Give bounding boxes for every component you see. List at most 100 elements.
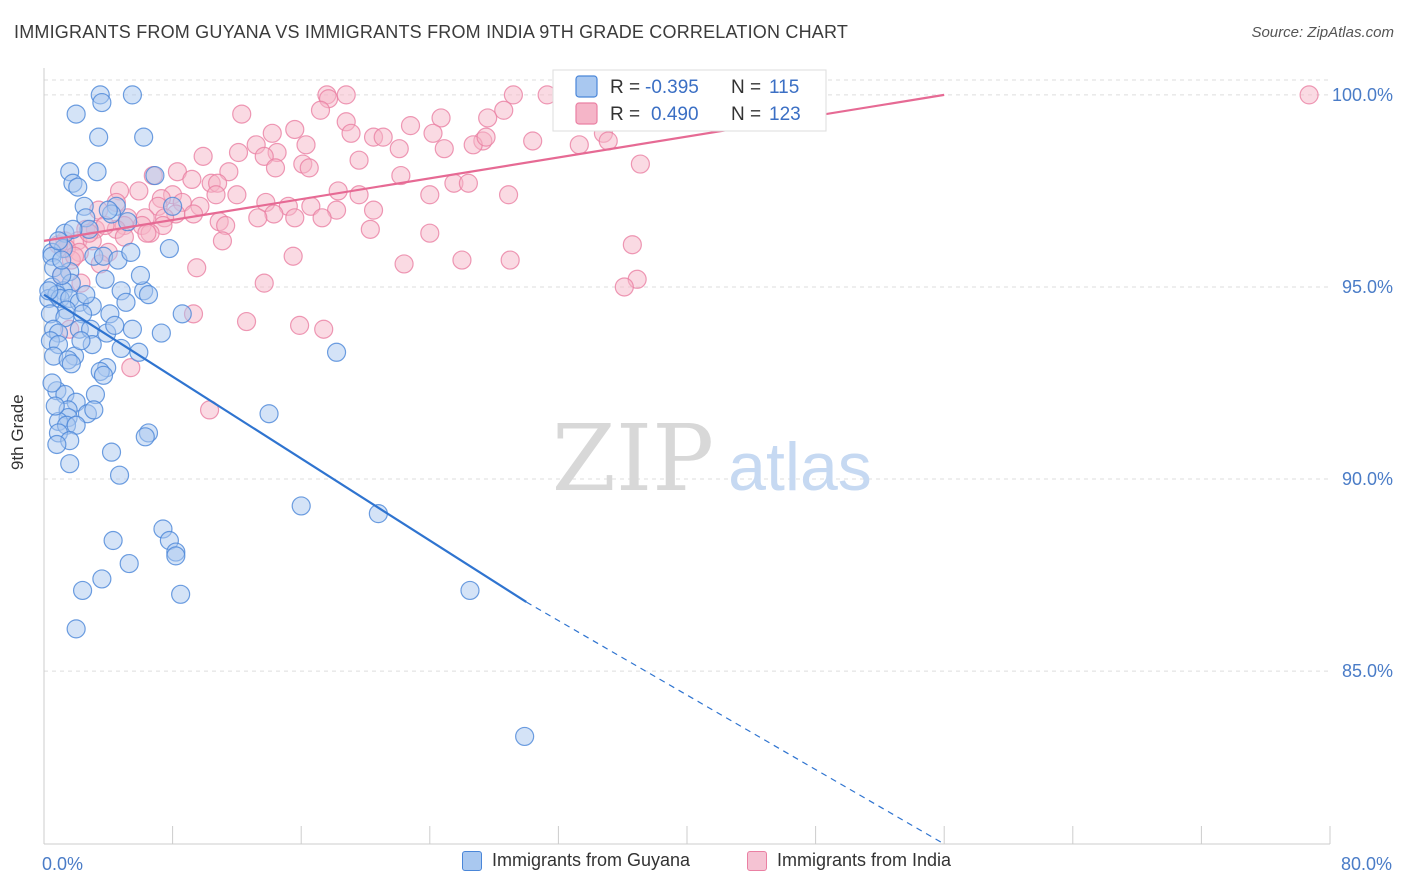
point-india-14 <box>400 116 421 136</box>
point-guyana-83 <box>47 434 67 455</box>
data-points <box>39 85 1319 747</box>
point-guyana-84 <box>101 442 122 462</box>
point-guyana-74 <box>84 400 104 420</box>
point-india-15 <box>285 119 305 140</box>
point-guyana-19 <box>159 238 179 259</box>
axes <box>43 68 1331 845</box>
legend-box <box>552 69 827 132</box>
point-guyana-86 <box>109 465 130 485</box>
point-india-74 <box>285 208 305 228</box>
point-india-106 <box>254 273 274 293</box>
point-india-38 <box>630 154 650 174</box>
point-india-98 <box>283 246 303 266</box>
point-india-16 <box>341 123 361 143</box>
point-india-108 <box>614 277 634 297</box>
point-india-29 <box>434 139 454 159</box>
point-guyana-114 <box>105 315 125 335</box>
point-guyana-28 <box>95 269 115 289</box>
point-guyana-106 <box>98 200 118 220</box>
point-india-93 <box>622 235 642 255</box>
point-india-9 <box>494 100 514 120</box>
point-india-37 <box>349 150 369 170</box>
y-tick-labels: 85.0% 90.0% 95.0% 100.0% <box>1332 85 1393 681</box>
point-india-49 <box>328 181 348 201</box>
point-guyana-2 <box>92 92 112 113</box>
point-guyana-107 <box>63 219 83 239</box>
point-india-68 <box>183 204 204 224</box>
y-axis-label: 9th Grade <box>8 394 27 470</box>
point-guyana-110 <box>93 365 114 385</box>
point-guyana-81 <box>135 427 155 447</box>
point-india-55 <box>498 185 519 205</box>
point-guyana-51 <box>122 319 143 339</box>
point-india-23 <box>523 131 543 151</box>
point-guyana-94 <box>119 553 139 574</box>
point-india-86 <box>420 223 440 243</box>
legend-item-guyana: Immigrants from Guyana <box>462 850 690 871</box>
source-label: Source: ZipAtlas.com <box>1251 24 1394 41</box>
point-india-120 <box>476 127 496 147</box>
point-guyana-109 <box>71 331 91 351</box>
point-india-18 <box>262 123 282 143</box>
point-india-2 <box>503 85 523 105</box>
point-india-54 <box>420 185 440 205</box>
legend-r-value-india: 0.490 <box>651 104 699 125</box>
point-guyana-99 <box>66 619 86 639</box>
point-india-43 <box>182 169 202 190</box>
legend-r-label-india: R = <box>610 104 640 125</box>
point-india-10 <box>232 104 252 124</box>
watermark-atlas: atlas <box>728 429 872 505</box>
point-india-31 <box>228 142 249 163</box>
point-india-110 <box>236 311 257 332</box>
point-india-48 <box>129 181 149 201</box>
point-india-121 <box>391 165 411 186</box>
point-india-101 <box>500 250 520 270</box>
point-india-4 <box>1299 85 1319 105</box>
point-guyana-34 <box>138 285 159 305</box>
point-guyana-96 <box>72 580 93 601</box>
legend-label-india: Immigrants from India <box>777 850 952 870</box>
point-india-69 <box>264 204 284 224</box>
x-tick-label-min: 0.0% <box>42 854 83 874</box>
trend-line-guyana-extension <box>525 601 945 845</box>
trend-line-guyana <box>43 293 527 603</box>
point-india-36 <box>299 158 319 178</box>
legend-n-label-guyana: N = <box>731 77 761 98</box>
point-guyana-103 <box>76 285 96 305</box>
watermark-zip: ZIP <box>552 405 714 512</box>
point-india-35 <box>265 158 286 178</box>
point-india-1 <box>336 85 356 105</box>
y-tick-label-0: 85.0% <box>1342 661 1393 681</box>
legend-n-value-guyana: 115 <box>769 77 799 98</box>
point-guyana-112 <box>52 250 72 270</box>
point-india-53 <box>227 185 247 205</box>
point-india-103 <box>187 258 207 278</box>
point-india-122 <box>569 135 589 155</box>
point-guyana-97 <box>171 584 191 604</box>
point-guyana-46 <box>172 304 192 324</box>
point-india-112 <box>314 319 334 339</box>
point-guyana-100 <box>515 726 535 747</box>
point-guyana-1 <box>122 85 143 105</box>
legend-r-value-guyana: -0.395 <box>645 77 699 98</box>
point-guyana-41 <box>116 292 136 312</box>
point-india-66 <box>363 200 384 220</box>
point-india-33 <box>193 146 213 166</box>
legend-r-label-guyana: R = <box>610 77 640 98</box>
point-india-32 <box>254 146 274 166</box>
point-india-73 <box>248 208 268 228</box>
legend-swatch-guyana-bottom <box>462 850 482 871</box>
point-guyana-13 <box>163 196 183 216</box>
y-tick-label-2: 95.0% <box>1342 277 1393 297</box>
point-guyana-64 <box>61 354 81 374</box>
y-tick-label-1: 90.0% <box>1342 469 1393 489</box>
point-india-90 <box>137 223 157 243</box>
legend-swatch-guyana <box>575 75 598 98</box>
legend-swatch-india-bottom <box>747 850 767 871</box>
point-guyana-60 <box>326 342 347 362</box>
point-guyana-104 <box>121 242 141 262</box>
point-guyana-73 <box>259 404 279 424</box>
chart-title: IMMIGRANTS FROM GUYANA VS IMMIGRANTS FRO… <box>14 22 849 42</box>
legend-n-label-india: N = <box>731 104 761 125</box>
